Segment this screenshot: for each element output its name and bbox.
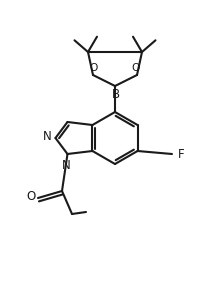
Text: O: O xyxy=(26,190,36,204)
Text: N: N xyxy=(62,159,71,172)
Text: N: N xyxy=(43,130,52,144)
Text: F: F xyxy=(178,148,185,160)
Text: B: B xyxy=(112,88,120,101)
Text: O: O xyxy=(132,63,140,73)
Text: O: O xyxy=(90,63,98,73)
